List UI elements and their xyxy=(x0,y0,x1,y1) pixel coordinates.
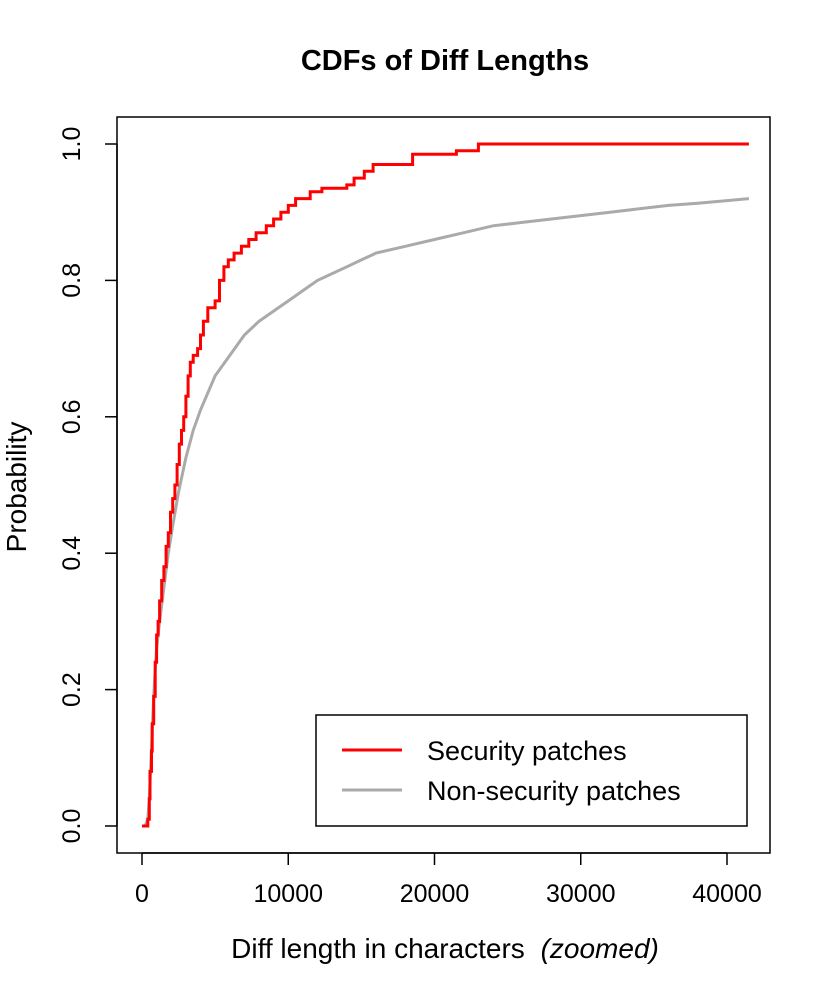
legend-box xyxy=(315,714,748,827)
x-tick-label: 30000 xyxy=(546,880,616,908)
x-tick-label: 40000 xyxy=(692,880,762,908)
y-axis-label: Probability xyxy=(1,422,32,553)
x-tick-label: 10000 xyxy=(253,880,323,908)
legend-label-non-security: Non-security patches xyxy=(427,776,681,806)
x-axis-label: Diff length in characters (zoomed) xyxy=(231,933,659,964)
y-tick-label: 0.4 xyxy=(58,536,86,571)
x-axis-label-suffix: (zoomed) xyxy=(541,933,659,964)
y-tick-label: 0.8 xyxy=(58,263,86,298)
x-tick-label: 0 xyxy=(135,880,149,908)
legend-label-security: Security patches xyxy=(427,736,627,766)
series-line-security xyxy=(142,142,749,828)
x-tick-label: 20000 xyxy=(400,880,470,908)
y-tick-label: 0.2 xyxy=(58,672,86,707)
x-axis: 0 10000 20000 30000 40000 xyxy=(135,852,762,908)
y-axis: 0.0 0.2 0.4 0.6 0.8 1.0 xyxy=(58,127,118,844)
y-tick-label: 0.6 xyxy=(58,399,86,434)
y-tick-label: 1.0 xyxy=(58,127,86,162)
chart-title: CDFs of Diff Lengths xyxy=(301,45,589,77)
y-tick-label: 0.0 xyxy=(58,809,86,844)
series-layer xyxy=(142,142,750,828)
legend: Security patches Non-security patches xyxy=(315,714,748,827)
x-axis-label-main: Diff length in characters xyxy=(231,933,525,964)
